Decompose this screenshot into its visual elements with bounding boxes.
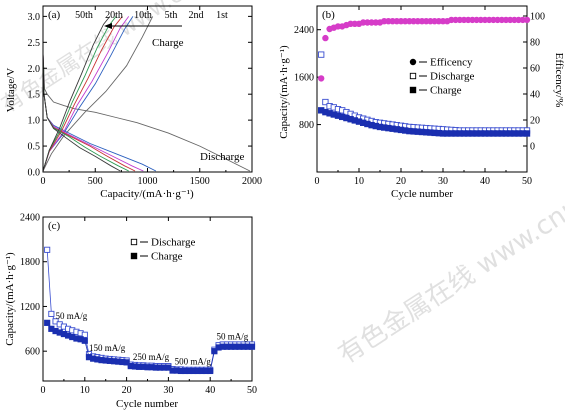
annotation-discharge: Discharge — [200, 151, 245, 163]
panel-b-cycling: 0 10 20 30 40 50 800 1600 2400 0 20 40 60 80 100 (b) Eff… — [278, 5, 565, 200]
y-tick-label: 3.0 — [28, 12, 41, 23]
rate-annotation: 50 mA/g — [56, 311, 88, 321]
y-right-tick-label: 40 — [530, 90, 540, 101]
data-point — [523, 16, 531, 24]
data-point — [81, 331, 88, 338]
x-tick-label: 0 — [315, 176, 320, 187]
x-tick-label: 0 — [41, 176, 46, 187]
data-point — [130, 252, 138, 260]
legend-label: Efficency — [430, 57, 473, 69]
cycle-label: 50th — [75, 10, 93, 21]
panel-label: (a) — [48, 9, 61, 21]
data-point — [409, 86, 417, 94]
cycle-label: 1st — [216, 10, 228, 21]
data-point — [318, 75, 325, 82]
data-point — [409, 58, 417, 66]
x-axis-label: Capacity/(mA·h·g⁻¹) — [100, 188, 194, 200]
y-axis-label: Voltage/V — [5, 68, 17, 112]
x-tick-label: 10 — [354, 176, 364, 187]
y-tick-label: 2.0 — [28, 64, 41, 75]
data-point — [81, 337, 88, 344]
y-tick-label: 2400 — [20, 213, 40, 224]
y-tick-label: 0.5 — [28, 142, 41, 153]
y-right-tick-label: 100 — [530, 12, 545, 23]
x-tick-label: 1500 — [190, 176, 210, 187]
x-tick-label: 30 — [438, 176, 448, 187]
data-point — [322, 34, 329, 42]
series-line-charge-6 — [42, 16, 111, 172]
y-axis-label: Capacity/(mA·h·g⁻¹) — [4, 252, 16, 346]
rate-annotation: 500 mA/g — [175, 357, 212, 367]
series-line-charge-4 — [42, 16, 123, 172]
series-line-discharge-2 — [42, 52, 157, 172]
panel-a-voltage-profile: 0 500 1000 1500 2000 0.0 0.5 1.0 1.5 2.0 2.5 3.0 (a)… — [5, 5, 262, 200]
data-point — [123, 359, 130, 366]
y-tick-label: 1.0 — [28, 116, 41, 127]
y-axis-label: Capacity/(mA·h·g⁻¹) — [278, 45, 290, 139]
data-point — [207, 367, 214, 375]
panel-c-rate-capability: 0 10 20 30 40 50 600 1200 1800 2400 50 mA/g 150 mA/… — [4, 213, 257, 411]
panel-label: (c) — [48, 220, 61, 232]
y-tick-label: 0.0 — [28, 168, 41, 179]
legend-label: Charge — [151, 251, 183, 263]
rate-annotation: 50 mA/g — [216, 331, 248, 341]
series-line-discharge-1 — [42, 52, 251, 172]
data-point — [318, 51, 325, 58]
annotation-charge: Charge — [152, 37, 184, 49]
y-tick-label: 2400 — [294, 25, 314, 36]
x-tick-label: 40 — [205, 385, 215, 396]
legend-label: Discharge — [151, 237, 196, 249]
data-point — [523, 130, 531, 137]
legend-label: Charge — [430, 85, 462, 97]
x-tick-label: 50 — [522, 176, 532, 187]
legend-label: Discharge — [430, 71, 475, 83]
x-tick-label: 40 — [480, 176, 490, 187]
y-tick-label: 600 — [25, 347, 40, 358]
y-right-tick-label: 80 — [530, 38, 540, 49]
series-line-charge-1 — [42, 16, 154, 172]
data-point — [322, 98, 329, 106]
x-tick-label: 2000 — [242, 176, 262, 187]
y-tick-label: 1800 — [20, 257, 40, 268]
x-axis-label: Cycle number — [116, 398, 178, 410]
data-point — [248, 343, 256, 350]
cycle-arrowhead — [104, 23, 112, 29]
x-tick-label: 30 — [163, 385, 173, 396]
x-axis-label: Cycle number — [391, 188, 453, 200]
plot-frame — [316, 5, 528, 173]
cycle-label: 5th — [165, 10, 178, 21]
x-tick-label: 20 — [122, 385, 132, 396]
y-axis-label-right: Efficency/% — [553, 53, 565, 108]
x-tick-label: 1000 — [138, 176, 158, 187]
y-tick-label: 1200 — [20, 302, 40, 313]
x-tick-label: 10 — [80, 385, 90, 396]
y-tick-label: 800 — [299, 120, 314, 131]
cycle-label: 20th — [105, 10, 123, 21]
x-tick-label: 20 — [396, 176, 406, 187]
rate-annotation: 250 mA/g — [133, 352, 170, 362]
data-point — [409, 72, 417, 80]
data-point — [44, 246, 51, 253]
y-tick-label: 1600 — [294, 73, 314, 84]
cycle-label: 10th — [134, 10, 152, 21]
y-right-tick-label: 60 — [530, 64, 540, 75]
x-tick-label: 50 — [247, 385, 257, 396]
rate-annotation: 150 mA/g — [89, 343, 126, 353]
y-right-tick-label: 0 — [530, 142, 535, 153]
series-line-charge-2 — [42, 16, 134, 172]
data-point — [211, 348, 218, 355]
x-tick-label: 500 — [88, 176, 103, 187]
y-tick-label: 2.5 — [28, 38, 41, 49]
data-point — [130, 238, 138, 246]
series-line-discharge-6 — [42, 52, 121, 172]
plot-frame — [42, 5, 253, 173]
y-tick-label: 1.5 — [28, 90, 41, 101]
data-point — [48, 310, 55, 317]
panel-label: (b) — [322, 9, 335, 21]
cycle-label: 2nd — [189, 10, 204, 21]
x-tick-label: 0 — [41, 385, 46, 396]
y-right-tick-label: 20 — [530, 116, 540, 127]
data-point — [44, 319, 51, 326]
